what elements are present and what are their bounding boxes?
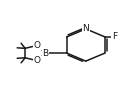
Text: O: O: [34, 56, 41, 65]
Text: O: O: [34, 41, 41, 50]
Text: N: N: [82, 24, 89, 33]
Text: F: F: [112, 32, 117, 41]
Text: B: B: [42, 49, 48, 58]
